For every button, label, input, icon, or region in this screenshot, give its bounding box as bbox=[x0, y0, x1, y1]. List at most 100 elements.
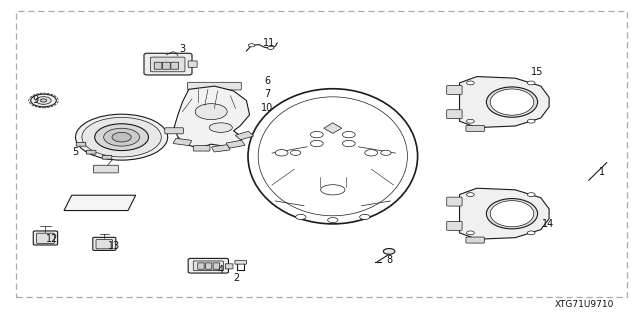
Text: 6: 6 bbox=[264, 76, 271, 86]
FancyBboxPatch shape bbox=[235, 260, 246, 264]
Circle shape bbox=[381, 150, 391, 155]
Text: 8: 8 bbox=[386, 255, 392, 265]
Circle shape bbox=[40, 99, 47, 102]
Circle shape bbox=[36, 97, 51, 104]
Ellipse shape bbox=[490, 89, 534, 115]
FancyBboxPatch shape bbox=[86, 150, 96, 154]
FancyBboxPatch shape bbox=[447, 85, 462, 94]
Circle shape bbox=[527, 81, 535, 85]
Circle shape bbox=[76, 114, 168, 160]
FancyBboxPatch shape bbox=[150, 57, 185, 72]
Polygon shape bbox=[324, 123, 342, 133]
Ellipse shape bbox=[321, 185, 345, 195]
Ellipse shape bbox=[209, 123, 232, 132]
Circle shape bbox=[275, 150, 288, 156]
Text: 13: 13 bbox=[108, 241, 120, 251]
Circle shape bbox=[112, 132, 131, 142]
Text: 10: 10 bbox=[261, 103, 274, 114]
FancyBboxPatch shape bbox=[447, 110, 462, 119]
Circle shape bbox=[527, 193, 535, 197]
FancyBboxPatch shape bbox=[299, 121, 367, 142]
FancyBboxPatch shape bbox=[198, 263, 204, 269]
FancyBboxPatch shape bbox=[294, 175, 371, 207]
Circle shape bbox=[310, 140, 323, 147]
FancyBboxPatch shape bbox=[93, 165, 118, 173]
FancyBboxPatch shape bbox=[447, 221, 462, 230]
Text: 1: 1 bbox=[598, 167, 605, 177]
FancyBboxPatch shape bbox=[288, 115, 378, 147]
FancyBboxPatch shape bbox=[102, 155, 112, 159]
FancyBboxPatch shape bbox=[165, 128, 184, 134]
Circle shape bbox=[31, 94, 56, 107]
Polygon shape bbox=[174, 86, 250, 148]
FancyBboxPatch shape bbox=[466, 125, 484, 131]
FancyBboxPatch shape bbox=[466, 237, 484, 243]
Circle shape bbox=[104, 128, 140, 146]
Circle shape bbox=[342, 140, 355, 147]
Circle shape bbox=[95, 124, 148, 151]
Text: 2: 2 bbox=[234, 272, 240, 283]
FancyBboxPatch shape bbox=[188, 82, 241, 90]
Circle shape bbox=[467, 231, 474, 235]
FancyBboxPatch shape bbox=[93, 237, 116, 250]
FancyBboxPatch shape bbox=[193, 145, 210, 151]
FancyBboxPatch shape bbox=[303, 180, 362, 204]
FancyBboxPatch shape bbox=[144, 53, 192, 75]
FancyBboxPatch shape bbox=[212, 145, 230, 152]
FancyBboxPatch shape bbox=[36, 233, 54, 243]
Text: 11: 11 bbox=[262, 38, 275, 48]
Ellipse shape bbox=[195, 104, 227, 120]
Circle shape bbox=[291, 150, 301, 155]
Circle shape bbox=[467, 193, 474, 197]
Circle shape bbox=[383, 249, 395, 254]
Circle shape bbox=[310, 131, 323, 138]
Polygon shape bbox=[460, 188, 549, 239]
FancyBboxPatch shape bbox=[188, 258, 228, 273]
FancyBboxPatch shape bbox=[236, 131, 253, 140]
Text: 3: 3 bbox=[179, 44, 186, 55]
Circle shape bbox=[360, 214, 370, 219]
Circle shape bbox=[365, 150, 378, 156]
Text: 14: 14 bbox=[541, 219, 554, 229]
Circle shape bbox=[82, 117, 161, 157]
FancyBboxPatch shape bbox=[76, 142, 86, 146]
Circle shape bbox=[527, 231, 535, 235]
Bar bbox=[16, 11, 627, 297]
Text: 9: 9 bbox=[32, 95, 38, 106]
FancyBboxPatch shape bbox=[225, 264, 233, 269]
FancyBboxPatch shape bbox=[188, 61, 197, 67]
Text: 12: 12 bbox=[46, 234, 59, 244]
Circle shape bbox=[328, 218, 338, 223]
Polygon shape bbox=[460, 77, 549, 128]
Text: 15: 15 bbox=[531, 67, 544, 77]
Text: XTG71U9710: XTG71U9710 bbox=[555, 300, 614, 309]
Circle shape bbox=[248, 44, 255, 47]
Polygon shape bbox=[64, 195, 136, 211]
Text: 4: 4 bbox=[218, 264, 224, 275]
FancyBboxPatch shape bbox=[213, 263, 220, 269]
Ellipse shape bbox=[486, 198, 538, 229]
Circle shape bbox=[342, 131, 355, 138]
FancyBboxPatch shape bbox=[33, 231, 58, 245]
FancyBboxPatch shape bbox=[360, 145, 399, 160]
FancyBboxPatch shape bbox=[163, 62, 170, 69]
Circle shape bbox=[467, 81, 474, 85]
FancyBboxPatch shape bbox=[193, 261, 223, 271]
Ellipse shape bbox=[248, 89, 418, 224]
Circle shape bbox=[527, 119, 535, 123]
FancyBboxPatch shape bbox=[154, 62, 162, 69]
Ellipse shape bbox=[490, 201, 534, 227]
FancyBboxPatch shape bbox=[96, 240, 113, 249]
FancyBboxPatch shape bbox=[226, 140, 245, 148]
Circle shape bbox=[467, 119, 474, 123]
Ellipse shape bbox=[486, 87, 538, 117]
FancyBboxPatch shape bbox=[447, 197, 462, 206]
Ellipse shape bbox=[258, 97, 408, 216]
Circle shape bbox=[296, 214, 306, 219]
Circle shape bbox=[268, 46, 274, 49]
FancyBboxPatch shape bbox=[171, 62, 179, 69]
Text: 7: 7 bbox=[264, 89, 271, 99]
FancyBboxPatch shape bbox=[267, 145, 308, 160]
Text: 5: 5 bbox=[72, 146, 79, 157]
FancyBboxPatch shape bbox=[173, 138, 191, 145]
